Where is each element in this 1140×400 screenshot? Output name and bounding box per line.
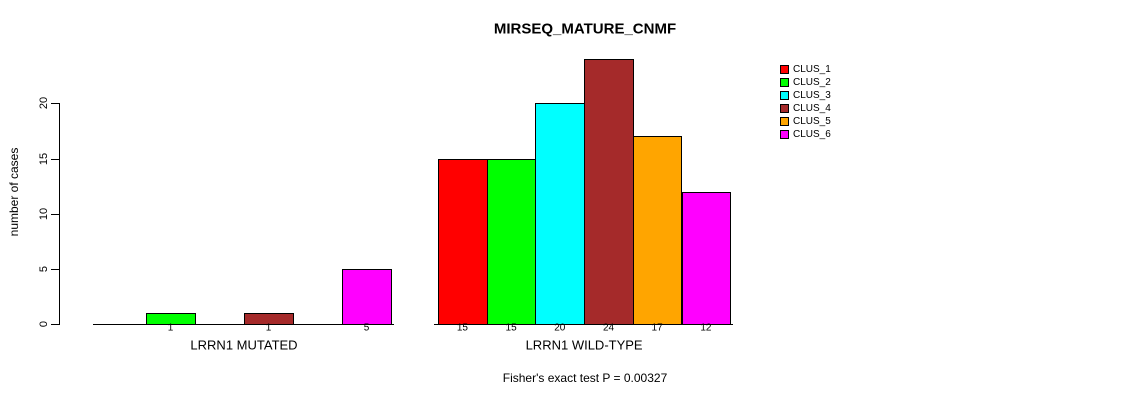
y-axis-line <box>59 103 60 325</box>
bar-value-label: 1 <box>265 322 272 334</box>
legend-label: CLUS_5 <box>793 116 831 127</box>
legend-swatch-icon <box>780 117 789 126</box>
legend-item: CLUS_4 <box>780 102 831 115</box>
bar <box>244 313 294 325</box>
bar <box>535 103 586 325</box>
bar <box>438 158 488 325</box>
bar <box>146 313 196 325</box>
y-tick <box>51 268 59 270</box>
legend-label: CLUS_1 <box>793 64 831 75</box>
chart-title: MIRSEQ_MATURE_CNMF <box>493 20 677 38</box>
legend-item: CLUS_6 <box>780 128 831 141</box>
y-tick <box>51 324 59 325</box>
bar-value-label: 24 <box>602 322 615 334</box>
x-baseline <box>93 324 394 325</box>
y-tick-label: 15 <box>38 152 50 165</box>
bar-value-label: 5 <box>363 322 370 334</box>
y-tick-label: 20 <box>38 97 50 110</box>
group-label: LRRN1 MUTATED <box>190 337 298 353</box>
legend-label: CLUS_2 <box>793 77 831 88</box>
bar-value-label: 1 <box>167 322 174 334</box>
stat-annotation: Fisher's exact test P = 0.00327 <box>502 371 668 385</box>
group-label: LRRN1 WILD-TYPE <box>525 337 643 353</box>
bar <box>584 59 634 325</box>
bar-value-label: 15 <box>505 322 517 334</box>
legend-item: CLUS_1 <box>780 63 831 76</box>
legend-item: CLUS_3 <box>780 89 831 102</box>
legend-item: CLUS_5 <box>780 115 831 128</box>
bar <box>486 158 537 325</box>
legend-swatch-icon <box>780 104 789 113</box>
y-axis-label: number of cases <box>7 147 21 237</box>
y-tick <box>51 103 59 105</box>
legend-label: CLUS_4 <box>793 103 831 114</box>
bar <box>342 268 392 325</box>
y-tick <box>51 213 59 215</box>
bar <box>632 136 683 325</box>
bar-value-label: 15 <box>456 322 468 334</box>
legend-swatch-icon <box>780 78 789 87</box>
legend-label: CLUS_3 <box>793 90 831 101</box>
legend-label: CLUS_6 <box>793 129 831 140</box>
bar-value-label: 20 <box>554 322 566 334</box>
legend-swatch-icon <box>780 65 789 74</box>
y-tick-label: 0 <box>38 320 50 328</box>
bar <box>681 191 732 325</box>
y-tick-label: 10 <box>38 207 50 220</box>
y-tick-label: 5 <box>38 265 50 272</box>
legend: CLUS_1 CLUS_2 CLUS_3 CLUS_4 CLUS_5 CLUS_6 <box>780 63 831 141</box>
bar-value-label: 17 <box>651 322 663 334</box>
bar-value-label: 12 <box>700 322 712 334</box>
legend-item: CLUS_2 <box>780 76 831 89</box>
y-tick <box>51 158 59 160</box>
legend-swatch-icon <box>780 130 789 139</box>
legend-swatch-icon <box>780 91 789 100</box>
